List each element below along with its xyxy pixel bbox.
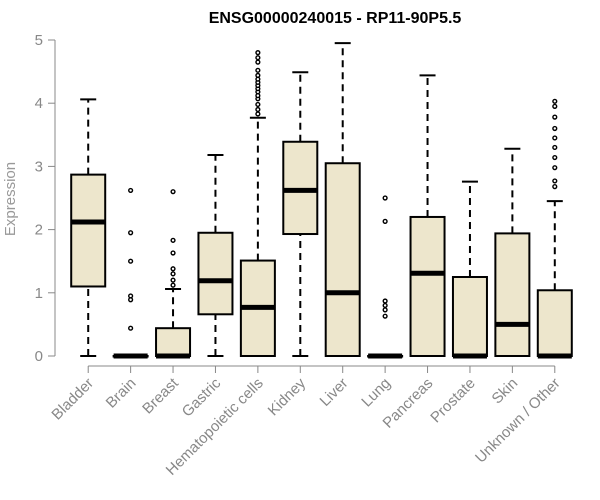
outlier-point (552, 144, 558, 151)
outlier-point (255, 101, 261, 108)
box-liver (324, 42, 361, 357)
box-body (451, 276, 488, 357)
outlier-point (255, 59, 261, 65)
outlier-point (170, 282, 176, 288)
outlier-point (552, 103, 558, 109)
outlier-point (552, 184, 558, 190)
box-pancreas (409, 74, 446, 357)
outlier-point (552, 125, 558, 132)
outlier-point (170, 189, 176, 195)
x-tick-label: Breast (139, 374, 182, 417)
box-kidney (282, 71, 319, 357)
box-bladder (70, 98, 107, 357)
outlier-point (170, 266, 176, 272)
y-tick-label: 4 (35, 95, 43, 112)
y-axis: 0 1 2 3 4 5 (35, 32, 56, 365)
outlier-point (255, 55, 261, 61)
outlier-point (128, 187, 134, 194)
outlier-point (255, 72, 261, 78)
outlier-point (128, 293, 134, 299)
outlier-point (255, 111, 261, 117)
box-unknown-other (536, 98, 573, 359)
outlier-point (128, 325, 134, 331)
x-tick-label: Skin (489, 375, 522, 408)
y-tick-label: 3 (35, 158, 43, 175)
box-body (324, 162, 361, 357)
y-tick-label: 2 (35, 222, 43, 239)
box-body (282, 140, 319, 236)
x-tick-label: Prostate (427, 375, 479, 427)
outlier-point (255, 106, 261, 113)
outlier-point (552, 154, 558, 161)
x-tick-label: Kidney (265, 374, 310, 419)
outlier-point (552, 165, 558, 171)
box-breast (155, 189, 192, 359)
x-tick-label: Liver (317, 375, 352, 410)
box-body (536, 289, 573, 357)
outlier-point (170, 277, 176, 283)
x-tick-label: Lung (358, 375, 394, 411)
y-tick-label: 5 (35, 32, 43, 49)
outlier-point (382, 302, 388, 309)
box-body (494, 232, 531, 357)
outlier-point (255, 67, 261, 73)
box-prostate (451, 180, 488, 359)
outlier-point (128, 258, 134, 264)
outlier-point (382, 307, 388, 313)
box-body (70, 173, 107, 288)
x-tick-label: Brain (103, 375, 140, 412)
box-gastric (197, 154, 234, 357)
outlier-point (382, 298, 388, 304)
boxes (70, 42, 573, 359)
box-skin (494, 147, 531, 357)
x-tick-label: Bladder (48, 375, 97, 424)
outlier-point (382, 313, 388, 319)
outlier-point (255, 50, 261, 56)
outlier-point (382, 195, 388, 201)
outlier-point (552, 135, 558, 141)
outlier-point (382, 218, 388, 224)
y-tick-label: 1 (35, 285, 43, 302)
outlier-point (170, 250, 176, 256)
box-body (197, 231, 234, 316)
outlier-point (170, 237, 176, 243)
chart-title: ENSG00000240015 - RP11-90P5.5 (209, 10, 462, 27)
outlier-point (170, 271, 176, 277)
box-hematopoietic-cells (239, 50, 276, 357)
box-body (409, 215, 446, 357)
outlier-point (552, 98, 558, 104)
box-brain (112, 187, 149, 359)
box-body (155, 327, 192, 357)
outlier-point (552, 114, 558, 120)
outlier-point (552, 178, 558, 184)
outlier-point (128, 230, 134, 236)
y-axis-label: Expression (2, 162, 19, 236)
y-tick-label: 0 (35, 348, 43, 365)
box-lung (367, 195, 404, 359)
